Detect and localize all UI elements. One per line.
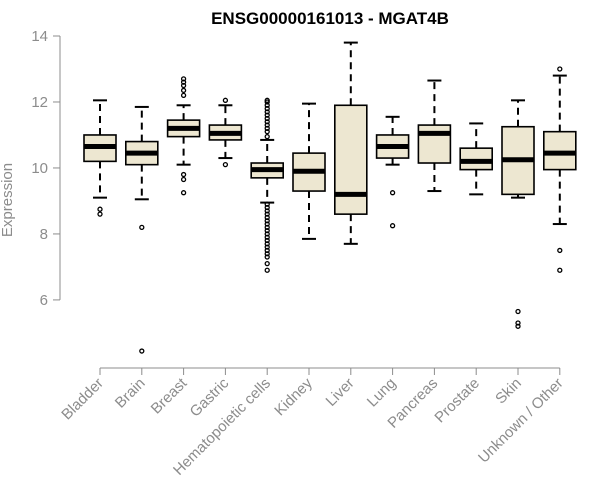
box-breast	[166, 76, 201, 196]
box-lung	[375, 115, 410, 229]
x-tick-label: Breast	[148, 374, 191, 417]
outlier-point	[557, 267, 563, 273]
outlier-point	[180, 190, 187, 196]
outlier-point	[180, 82, 187, 89]
x-tick-label: Bladder	[58, 375, 107, 424]
box-pancreas	[417, 79, 452, 193]
outlier-point	[264, 224, 270, 230]
outlier-point	[264, 244, 270, 250]
box-unknown-other	[542, 66, 577, 273]
outlier-point	[389, 223, 396, 229]
x-tick-label: Brain	[112, 375, 149, 412]
iqr-box	[417, 124, 452, 164]
y-tick-label: 12	[31, 94, 48, 111]
outlier-point	[264, 122, 270, 128]
outlier-point	[264, 115, 270, 122]
outlier-point	[264, 227, 270, 234]
boxes-group	[83, 41, 577, 354]
outlier-point	[264, 231, 270, 237]
x-tick-label: Lung	[364, 375, 400, 411]
x-tick-label: Kidney	[271, 374, 316, 419]
y-tick-label: 6	[40, 292, 48, 309]
outlier-point	[264, 221, 270, 227]
outlier-point	[264, 251, 270, 257]
outlier-point	[557, 247, 563, 254]
outlier-point	[264, 208, 270, 214]
outlier-point	[515, 323, 521, 329]
outlier-point	[97, 211, 103, 217]
outlier-point	[222, 97, 229, 103]
outlier-point	[264, 105, 270, 112]
outlier-point	[264, 97, 270, 103]
box-liver	[333, 41, 368, 245]
y-axis-label: Expression	[0, 163, 16, 237]
x-tick-label: Skin	[492, 375, 525, 408]
outlier-point	[180, 176, 187, 183]
outlier-point	[389, 190, 396, 196]
outlier-point	[557, 66, 563, 72]
outlier-point	[139, 224, 145, 230]
outlier-point	[180, 92, 187, 99]
outlier-point	[264, 247, 270, 254]
outlier-point	[264, 234, 270, 240]
outlier-point	[264, 254, 270, 260]
box-bladder	[83, 99, 117, 217]
outlier-point	[264, 109, 270, 115]
outlier-point	[180, 171, 187, 178]
outlier-point	[264, 260, 270, 267]
outlier-point	[180, 76, 187, 82]
outlier-point	[264, 112, 270, 118]
outlier-point	[515, 308, 521, 315]
outlier-point	[264, 119, 270, 125]
outlier-point	[264, 102, 270, 108]
outlier-point	[139, 348, 145, 354]
outlier-point	[97, 206, 103, 212]
box-gastric	[208, 97, 243, 168]
box-kidney	[292, 102, 326, 240]
outlier-point	[180, 79, 187, 85]
box-prostate	[459, 122, 494, 196]
outlier-point	[264, 241, 270, 247]
box-skin	[501, 99, 535, 329]
outlier-point	[264, 133, 270, 140]
box-brain	[125, 105, 159, 354]
outlier-point	[264, 218, 270, 224]
outlier-point	[222, 162, 229, 168]
y-tick-label: 10	[31, 160, 48, 177]
outlier-point	[264, 201, 270, 207]
outlier-point	[264, 129, 270, 135]
outlier-point	[180, 87, 187, 94]
outlier-point	[264, 125, 270, 132]
outlier-point	[264, 237, 270, 244]
y-axis: 6 8 10 12 14	[31, 28, 61, 309]
chart-title: ENSG00000161013 - MGAT4B	[211, 9, 449, 28]
outlier-point	[515, 320, 521, 326]
x-tick-label: Prostate	[431, 375, 483, 427]
outlier-point	[264, 267, 270, 273]
x-tick-label: Liver	[323, 375, 358, 410]
y-tick-label: 14	[31, 28, 48, 45]
outlier-point	[264, 204, 270, 211]
outlier-point	[264, 211, 270, 217]
outlier-point	[264, 214, 270, 221]
iqr-box	[333, 104, 368, 215]
box-hematopoietic-cells	[250, 97, 284, 273]
y-tick-label: 8	[40, 226, 48, 243]
